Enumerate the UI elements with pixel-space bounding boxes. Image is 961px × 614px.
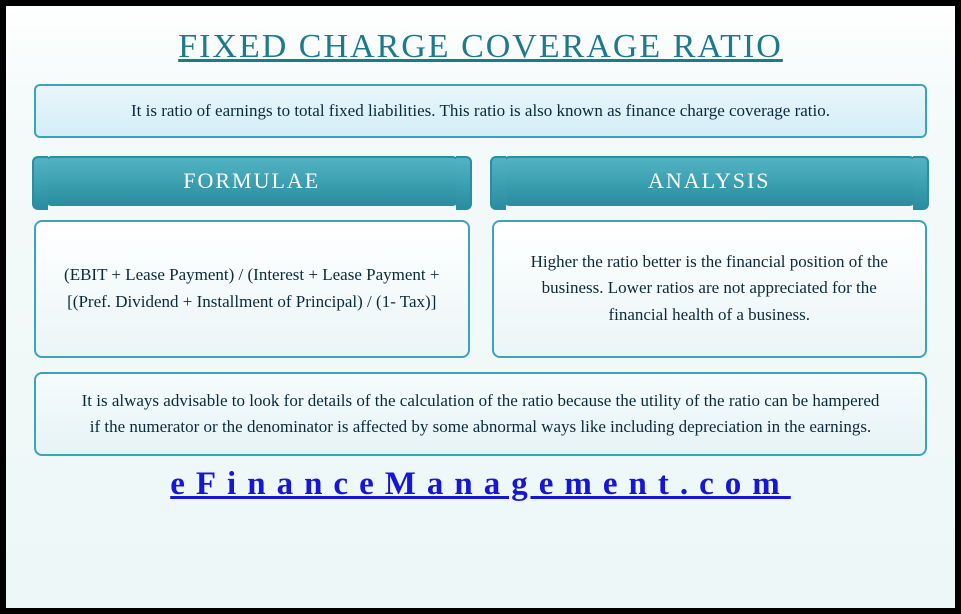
two-column-row: FORMULAE (EBIT + Lease Payment) / (Inter… [34,156,927,358]
formulae-body: (EBIT + Lease Payment) / (Interest + Lea… [34,220,470,358]
bottom-note-box: It is always advisable to look for detai… [34,372,927,457]
intro-box: It is ratio of earnings to total fixed l… [34,84,927,138]
page-title: FIXED CHARGE COVERAGE RATIO [34,28,927,66]
infographic-container: FIXED CHARGE COVERAGE RATIO It is ratio … [6,6,955,608]
formulae-header: FORMULAE [44,156,460,206]
footer-brand: eFinanceManagement.com [34,466,927,503]
formulae-column: FORMULAE (EBIT + Lease Payment) / (Inter… [34,156,470,358]
analysis-body: Higher the ratio better is the financial… [492,220,928,358]
analysis-column: ANALYSIS Higher the ratio better is the … [492,156,928,358]
analysis-header: ANALYSIS [502,156,918,206]
